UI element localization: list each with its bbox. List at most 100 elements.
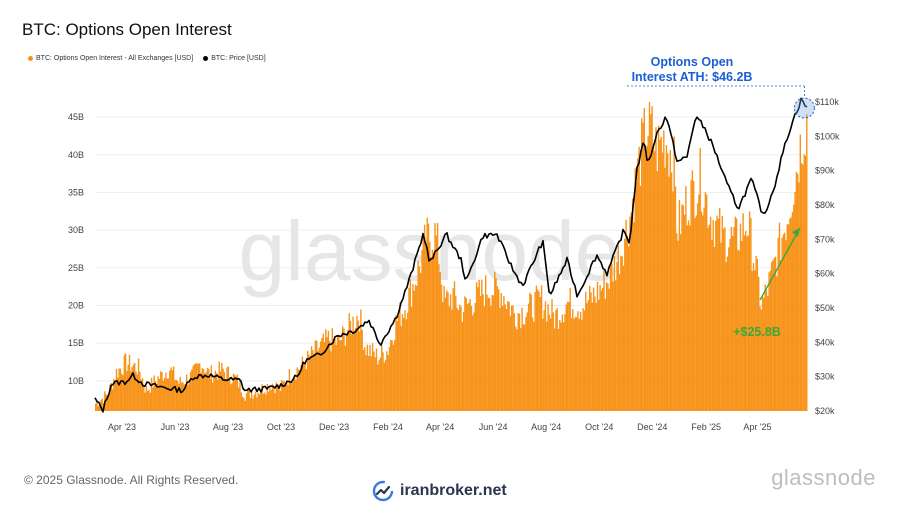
oi-bar bbox=[436, 223, 439, 411]
oi-bar bbox=[478, 279, 480, 411]
ath-annotation-label: Options Open bbox=[651, 55, 734, 69]
oi-bar bbox=[572, 309, 574, 411]
y-right-tick-label: $70k bbox=[815, 234, 835, 244]
oi-bar bbox=[654, 151, 656, 411]
legend-item-price[interactable]: BTC: Price [USD] bbox=[203, 55, 266, 62]
oi-bar bbox=[187, 384, 189, 411]
oi-bar bbox=[490, 305, 492, 411]
oi-bar bbox=[663, 130, 665, 411]
oi-bar bbox=[226, 367, 228, 411]
oi-bar bbox=[596, 281, 599, 411]
oi-bar bbox=[387, 355, 389, 411]
oi-bar bbox=[797, 173, 799, 411]
growth-arrow-head bbox=[792, 228, 800, 237]
oi-bar bbox=[483, 306, 486, 411]
oi-bar bbox=[505, 309, 508, 411]
oi-bar bbox=[439, 272, 441, 411]
oi-bar bbox=[594, 296, 596, 411]
oi-bar bbox=[180, 382, 183, 411]
oi-bar bbox=[358, 331, 361, 411]
oi-bar bbox=[449, 294, 452, 411]
oi-bar bbox=[509, 316, 512, 411]
oi-bar bbox=[604, 298, 606, 411]
oi-bar bbox=[275, 382, 278, 411]
oi-bar bbox=[530, 294, 532, 411]
oi-bar bbox=[769, 270, 772, 411]
oi-bar bbox=[729, 238, 731, 411]
oi-bar bbox=[108, 395, 110, 411]
oi-bar bbox=[798, 182, 800, 411]
oi-bar bbox=[702, 215, 704, 411]
oi-bar bbox=[581, 319, 583, 411]
oi-bar bbox=[527, 303, 530, 411]
oi-bar bbox=[469, 299, 471, 411]
oi-bar bbox=[160, 371, 162, 411]
oi-bar bbox=[329, 341, 331, 411]
legend-item-oi[interactable]: BTC: Options Open Interest - All Exchang… bbox=[28, 55, 193, 62]
oi-bar bbox=[253, 394, 255, 411]
brand-logo-text: glassnode bbox=[771, 465, 876, 490]
oi-bar bbox=[109, 384, 111, 411]
oi-bar bbox=[657, 125, 660, 411]
oi-bar bbox=[767, 296, 769, 411]
oi-bar bbox=[403, 318, 405, 411]
oi-bar bbox=[368, 356, 370, 411]
oi-bar bbox=[538, 291, 540, 411]
site-watermark: iranbroker.net bbox=[372, 480, 507, 502]
oi-bar bbox=[633, 222, 635, 411]
oi-bar bbox=[219, 371, 222, 411]
oi-bar bbox=[200, 372, 202, 411]
oi-bar bbox=[370, 356, 372, 411]
oi-bar bbox=[306, 350, 309, 411]
y-left-tick-label: 15B bbox=[68, 338, 84, 348]
oi-bar bbox=[498, 289, 500, 411]
oi-bar bbox=[620, 255, 622, 411]
oi-bar bbox=[482, 294, 484, 411]
oi-bar bbox=[612, 281, 614, 411]
oi-bar bbox=[533, 322, 535, 411]
y-right-tick-label: $80k bbox=[815, 200, 835, 210]
oi-bar bbox=[794, 191, 796, 411]
oi-bar bbox=[430, 257, 432, 411]
oi-bar bbox=[691, 170, 694, 411]
oi-bar bbox=[791, 211, 794, 411]
oi-bar bbox=[622, 265, 625, 411]
oi-bar bbox=[724, 227, 726, 411]
y-right-tick-label: $50k bbox=[815, 303, 835, 313]
oi-bar bbox=[577, 311, 579, 411]
oi-bar bbox=[804, 155, 807, 411]
oi-bar bbox=[149, 392, 151, 411]
oi-bar bbox=[795, 171, 798, 411]
x-tick-label: Apr '23 bbox=[108, 422, 136, 432]
oi-bar bbox=[709, 216, 712, 411]
oi-bar bbox=[213, 375, 215, 411]
oi-bar bbox=[353, 330, 356, 411]
oi-bar bbox=[137, 358, 140, 411]
oi-bar bbox=[310, 346, 313, 411]
oi-bar bbox=[548, 314, 551, 411]
oi-bar bbox=[544, 301, 547, 411]
oi-bar bbox=[755, 256, 757, 411]
oi-bar bbox=[680, 234, 682, 411]
x-tick-label: Aug '24 bbox=[531, 422, 561, 432]
oi-bar bbox=[451, 309, 453, 411]
oi-bar bbox=[546, 321, 548, 411]
oi-bar bbox=[171, 370, 174, 411]
oi-series bbox=[95, 102, 808, 412]
oi-bar bbox=[668, 176, 670, 411]
oi-bar bbox=[543, 310, 545, 411]
oi-bar bbox=[730, 226, 733, 411]
oi-bar bbox=[299, 369, 301, 411]
oi-bar bbox=[641, 118, 643, 411]
oi-bar bbox=[101, 398, 103, 411]
oi-bar bbox=[186, 374, 188, 411]
oi-bar bbox=[683, 214, 686, 411]
y-left-tick-label: 45B bbox=[68, 112, 84, 122]
oi-bar bbox=[611, 263, 613, 411]
oi-bar bbox=[735, 218, 738, 411]
oi-bar bbox=[206, 368, 209, 411]
oi-bar bbox=[169, 370, 171, 411]
oi-bar bbox=[278, 384, 280, 411]
oi-bar bbox=[119, 368, 122, 411]
oi-bar bbox=[365, 355, 367, 411]
